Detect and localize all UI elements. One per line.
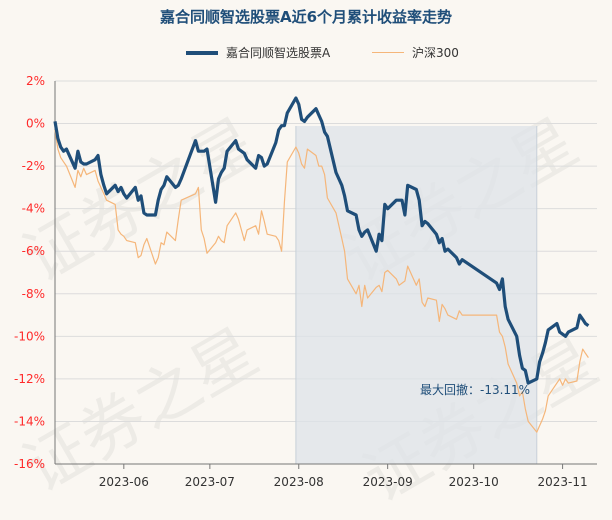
- x-tick-label: 2023-09: [363, 475, 413, 489]
- series: [53, 96, 590, 433]
- y-tick-label: -16%: [14, 457, 45, 471]
- x-tick-label: 2023-07: [185, 475, 235, 489]
- legend-label-fund: 嘉合同顺智选股票A: [226, 46, 331, 60]
- x-tick-label: 2023-06: [99, 475, 149, 489]
- legend-label-index: 沪深300: [412, 46, 459, 60]
- line-chart: 2% 0% -2% -4% -6% -8% -10% -12% -14% -16% 2023-06 2…: [14, 74, 597, 489]
- labels: 最大回撤：-13.11%: [420, 382, 530, 397]
- legend-swatch-index: [372, 52, 404, 53]
- x-tick-label: 2023-10: [449, 475, 499, 489]
- legend: 嘉合同顺智选股票A 沪深300: [0, 44, 612, 64]
- y-tick-label: -4%: [22, 202, 45, 216]
- drawdown-shading: [295, 126, 538, 464]
- legend-item-index: 沪深300: [372, 44, 459, 61]
- y-tick-label: -8%: [22, 287, 45, 301]
- axes: 2% 0% -2% -4% -6% -8% -10% -12% -14% -16% 2023-06 2…: [14, 74, 597, 489]
- legend-item-fund: 嘉合同顺智选股票A: [186, 44, 330, 61]
- x-tick-label: 2023-11: [538, 475, 588, 489]
- y-tick-label: -10%: [14, 329, 45, 343]
- drawdown-area: [295, 126, 537, 464]
- series-line-index: [54, 129, 589, 433]
- x-tick-label: 2023-08: [274, 475, 324, 489]
- series-line-fund: [53, 96, 590, 385]
- max-drawdown-annotation: 最大回撤：-13.11%: [420, 382, 530, 397]
- legend-swatch-fund: [186, 50, 218, 55]
- y-tick-label: 0%: [26, 117, 45, 131]
- y-tick-label: -6%: [22, 244, 45, 258]
- chart-title: 嘉合同顺智选股票A近6个月累计收益率走势: [159, 8, 453, 26]
- y-tick-label: -2%: [22, 159, 45, 173]
- y-tick-label: 2%: [26, 74, 45, 88]
- y-tick-label: -14%: [14, 414, 45, 428]
- y-tick-label: -12%: [14, 372, 45, 386]
